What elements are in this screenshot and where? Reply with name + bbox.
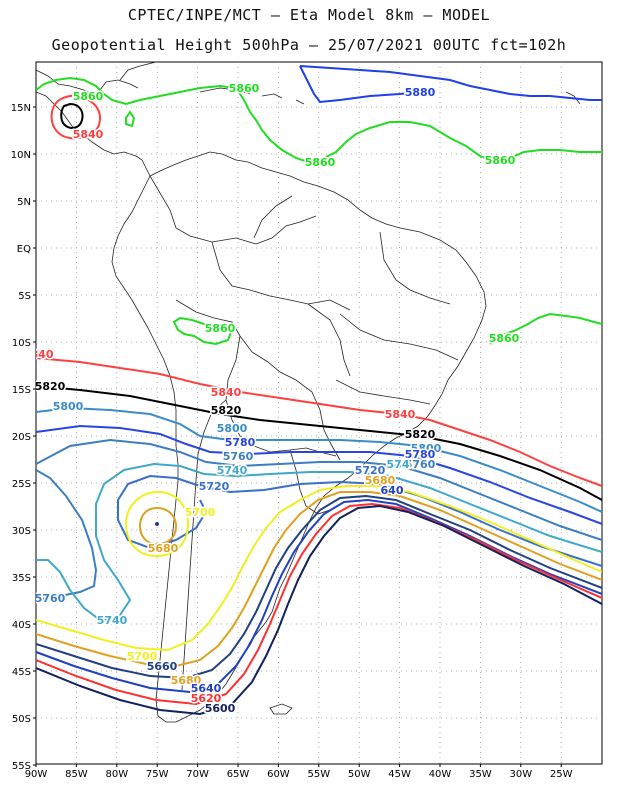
contour-5700: [36, 485, 602, 652]
lat-tick-label: 40S: [12, 620, 31, 631]
lat-tick-label: 35S: [12, 573, 31, 584]
longitude-ticks: 90W 85W 80W 75W 70W 65W 60W 55W 50W 45W 40W 35W 30W 2…: [25, 764, 573, 780]
contour-label: 5860: [73, 90, 104, 103]
contour-5680-ring: [138, 506, 178, 546]
lon-tick-label: 80W: [105, 769, 128, 780]
contour-5860-amazon: [172, 316, 234, 346]
lon-tick-label: 75W: [146, 769, 169, 780]
contour-5700-ring: [124, 490, 190, 558]
lon-tick-label: 55W: [307, 769, 330, 780]
contour-label: 5840: [385, 408, 416, 421]
lat-tick-label: 5N: [17, 197, 31, 208]
lon-tick-label: 50W: [348, 769, 371, 780]
contour-label: 5860: [485, 154, 516, 167]
contour-label: 840: [31, 348, 54, 361]
contour-5780: [36, 424, 602, 525]
contour-label: 640: [381, 484, 404, 497]
contour-label: 5840: [211, 386, 242, 399]
low-center-dot: [155, 522, 159, 526]
lon-tick-label: 45W: [388, 769, 411, 780]
contour-5760: [36, 438, 602, 601]
contour-label: 5800: [53, 400, 84, 413]
lat-tick-label: 50S: [12, 714, 31, 725]
lat-tick-label: 30S: [12, 526, 31, 537]
contour-label: 5760: [35, 592, 66, 605]
contour-label: 5720: [355, 464, 386, 477]
contour-5840-inner: [60, 102, 84, 129]
contour-label: 5820: [405, 428, 436, 441]
contour-label: 5860: [205, 322, 236, 335]
latitude-ticks: 15N 10N 5N EQ 5S 10S 15S 20S 25S 30S 35S 40S 45S 50S 5…: [11, 103, 36, 772]
lat-tick-label: 10N: [11, 150, 31, 161]
contour-label: 5820: [211, 404, 242, 417]
contour-label: 5860: [489, 332, 520, 345]
lon-tick-label: 60W: [267, 769, 290, 780]
contour-label: 5620: [191, 692, 222, 705]
contour-5640: [36, 498, 602, 694]
contour-label: 5600: [205, 702, 236, 715]
contour-5840: [36, 357, 602, 487]
contour-label: 5740: [97, 614, 128, 627]
contour-5600: [36, 504, 602, 716]
contour-label: 5760: [223, 450, 254, 463]
lat-tick-label: 25S: [12, 479, 31, 490]
contour-5680: [36, 491, 602, 668]
lat-tick-label: EQ: [17, 244, 31, 255]
contour-label: 5680: [365, 474, 396, 487]
lon-tick-label: 35W: [469, 769, 492, 780]
contour-5740: [36, 462, 602, 622]
contour-5860: [36, 76, 602, 164]
contour-label: 5680: [171, 674, 202, 687]
contour-label: 5860: [305, 156, 336, 169]
contour-label: 5700: [127, 650, 158, 663]
chart-title: CPTEC/INPE/MCT – Eta Model 8km – MODEL: [127, 6, 491, 24]
contour-label: 5740: [217, 464, 248, 477]
contour-5860-island: [125, 110, 136, 128]
contour-label: 5680: [148, 542, 179, 555]
contour-label: 5780: [405, 448, 436, 461]
contour-label: 5700: [185, 506, 216, 519]
contour-labels: 5880 5860 5860 5860 5860 5860 5860 5840 840 5840 5…: [31, 81, 521, 717]
contour-5820: [36, 385, 602, 501]
contour-label: 5820: [35, 380, 66, 393]
contour-5840-low: [50, 94, 102, 140]
lon-tick-label: 85W: [65, 769, 88, 780]
contour-label: 5780: [225, 436, 256, 449]
lon-tick-label: 90W: [25, 769, 48, 780]
lat-tick-label: 20S: [12, 432, 31, 443]
lon-tick-label: 30W: [509, 769, 532, 780]
contour-label: 5800: [411, 442, 442, 455]
contour-label: 5640: [191, 682, 222, 695]
lon-tick-label: 70W: [186, 769, 209, 780]
height-contours: [36, 65, 602, 716]
contour-label: 5860: [229, 82, 260, 95]
contour-label: 5880: [405, 86, 436, 99]
chart-subtitle: Geopotential Height 500hPa – 25/07/2021 …: [51, 36, 567, 54]
lat-tick-label: 45S: [12, 667, 31, 678]
contour-label: 574: [387, 458, 410, 471]
lon-tick-label: 65W: [227, 769, 250, 780]
contour-label: 5760: [405, 458, 436, 471]
lat-tick-label: 15S: [12, 385, 31, 396]
lat-tick-label: 15N: [11, 103, 31, 114]
lat-tick-label: 10S: [12, 338, 31, 349]
contour-5860-atlantic: [489, 312, 602, 345]
contour-label: 5720: [199, 480, 230, 493]
contour-label: 5660: [147, 660, 178, 673]
contour-label: 5840: [73, 128, 104, 141]
lat-tick-label: 5S: [18, 291, 31, 302]
contour-label: 5800: [217, 422, 248, 435]
lon-tick-label: 40W: [429, 769, 452, 780]
contour-5660: [36, 494, 602, 680]
contour-5880: [299, 65, 602, 104]
lat-tick-label: 55S: [12, 761, 31, 772]
contour-5800: [36, 406, 602, 513]
lon-tick-label: 25W: [550, 769, 573, 780]
